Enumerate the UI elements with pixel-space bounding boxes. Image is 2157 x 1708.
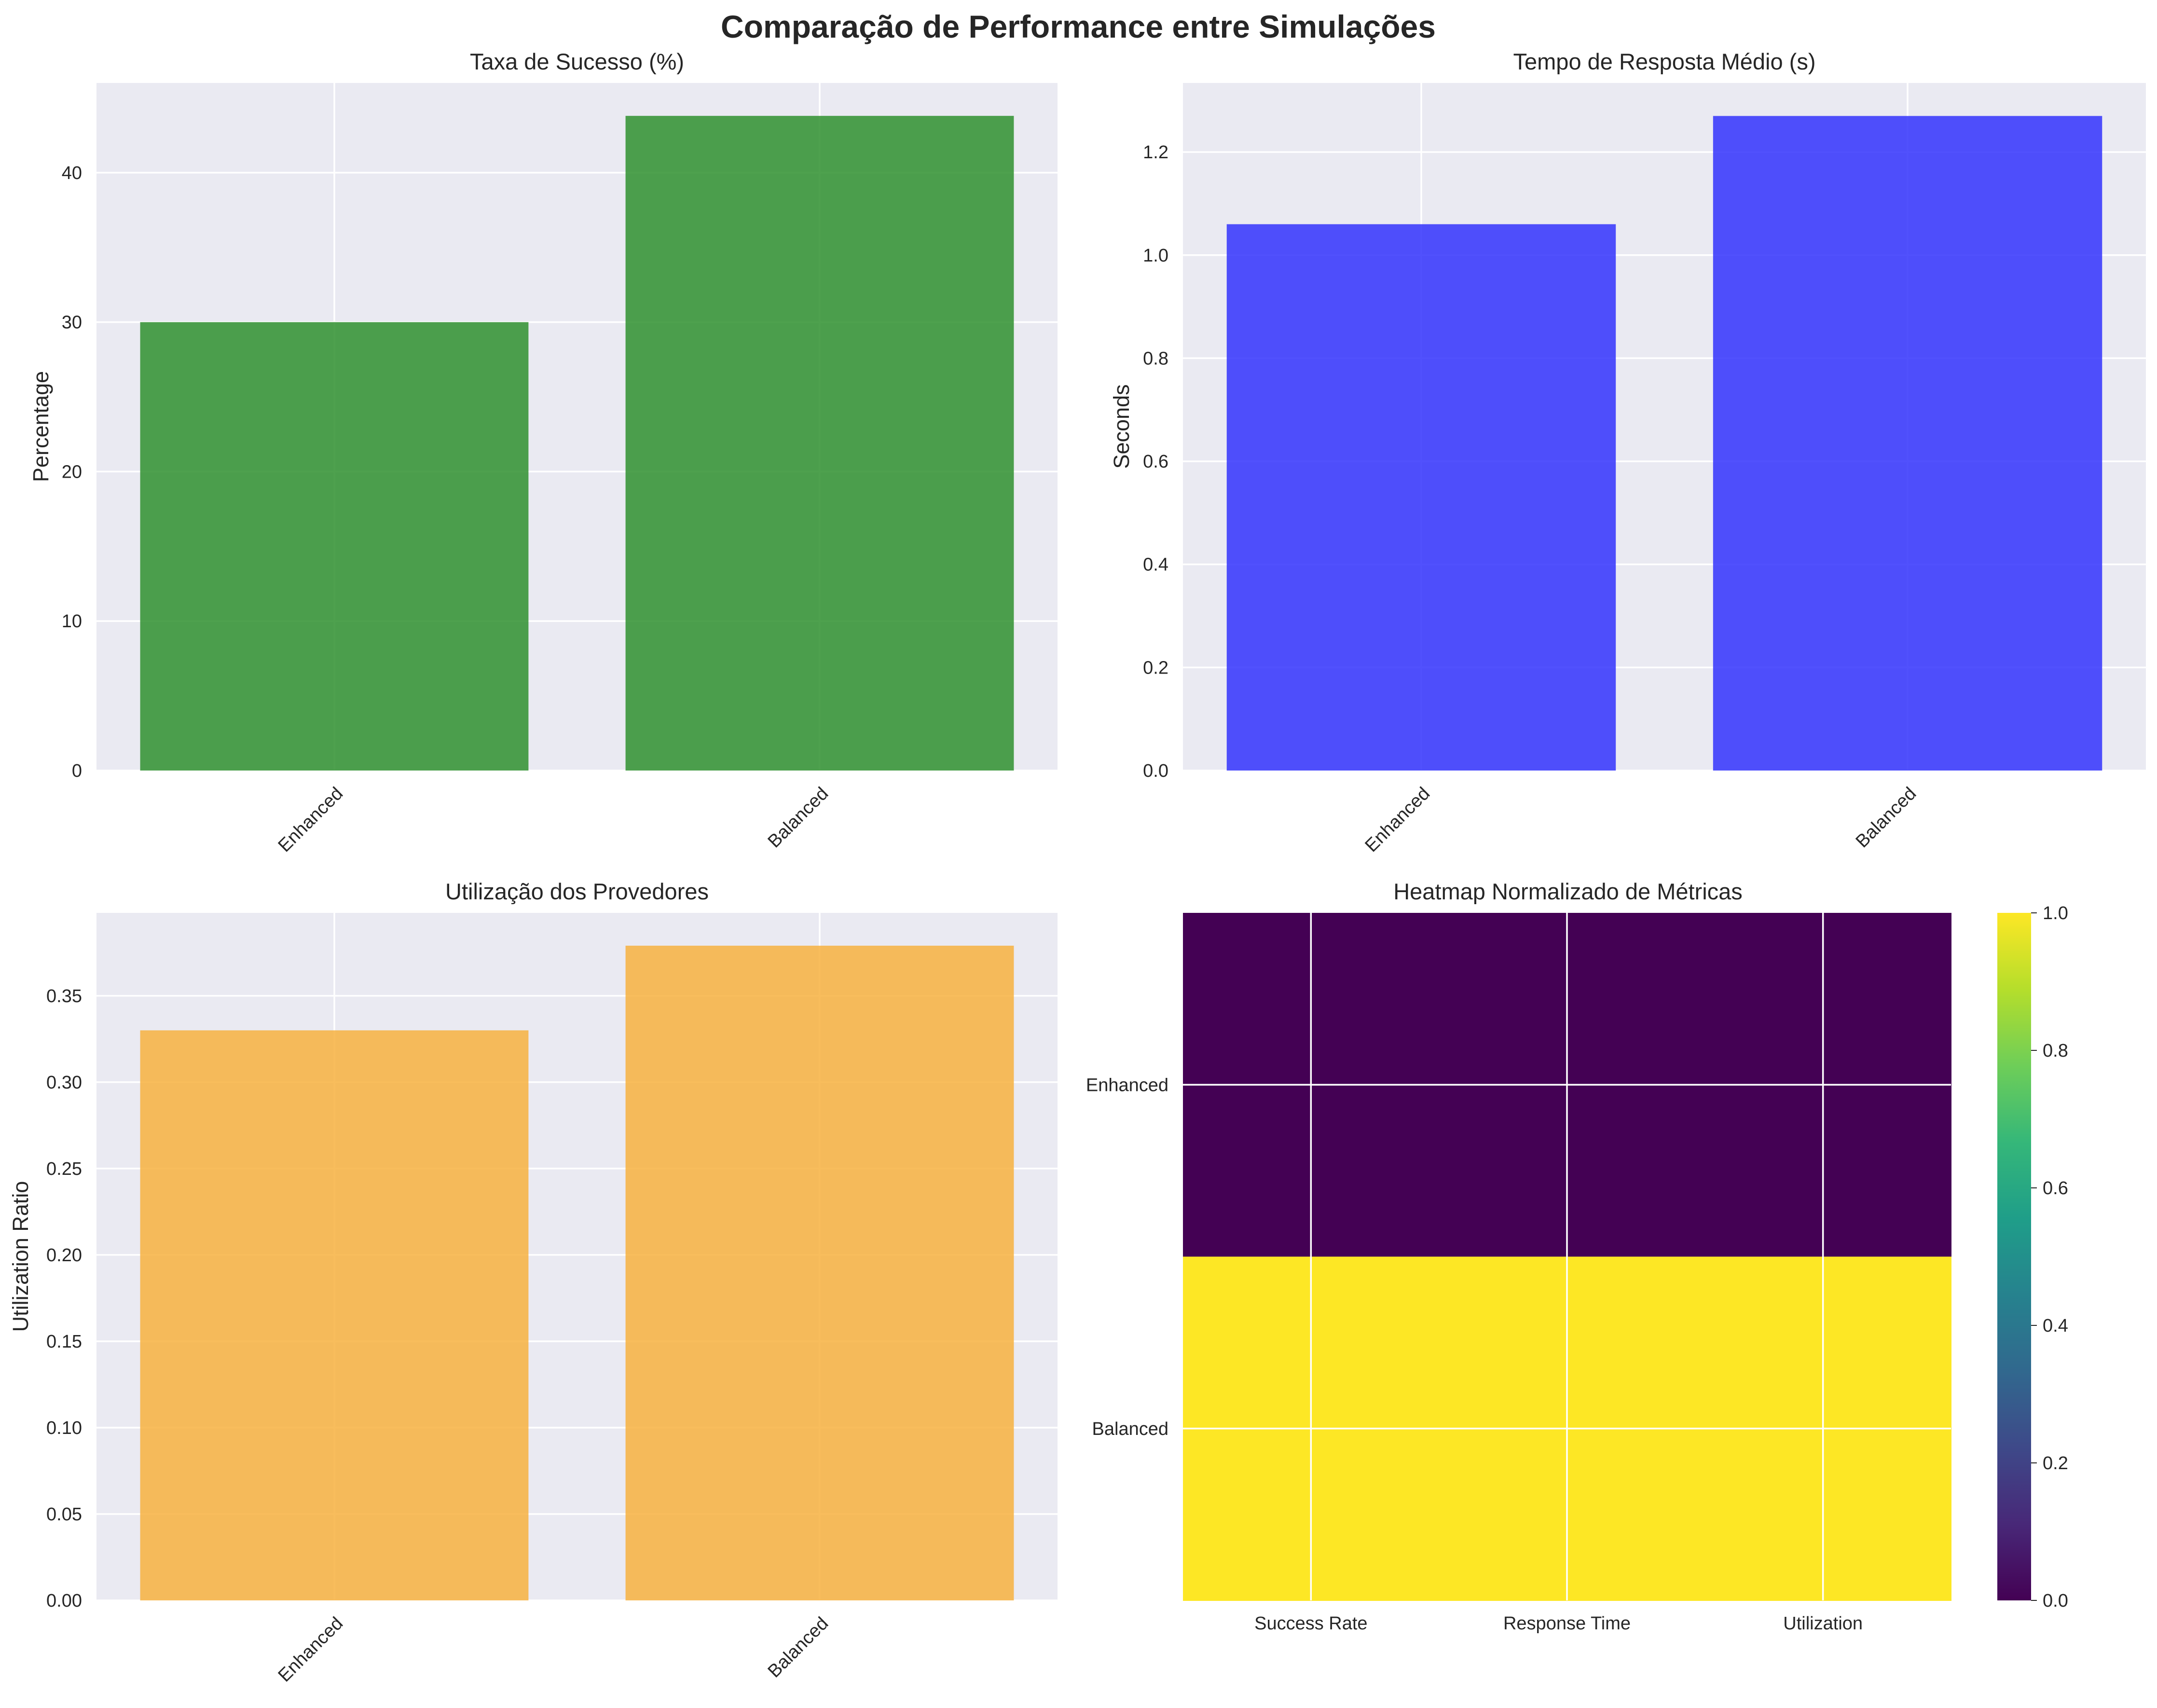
utilization-ytick-label: 0.25 bbox=[46, 1159, 82, 1179]
utilization-xtick-label: Enhanced bbox=[275, 1613, 347, 1686]
colorbar-tick-label: 1.0 bbox=[2043, 903, 2068, 923]
response-time-bar-balanced bbox=[1713, 116, 2102, 771]
response-time-xtick-label: Enhanced bbox=[1361, 784, 1434, 856]
heatmap-title: Heatmap Normalizado de Métricas bbox=[1393, 879, 1743, 904]
success-rate-title: Taxa de Sucesso (%) bbox=[470, 49, 684, 74]
response-time-ylabel: Seconds bbox=[1109, 384, 1134, 468]
success-rate-ytick-label: 40 bbox=[62, 163, 82, 183]
response-time-ytick-label: 0.2 bbox=[1143, 658, 1168, 678]
utilization-ytick-label: 0.10 bbox=[46, 1418, 82, 1438]
heatmap-xtick-label: Utilization bbox=[1783, 1613, 1863, 1634]
success-rate-bar-enhanced bbox=[140, 322, 529, 771]
utilization-bar-balanced bbox=[625, 946, 1014, 1600]
success-rate-bar-balanced bbox=[625, 116, 1014, 771]
heatmap-xtick-label: Response Time bbox=[1503, 1613, 1631, 1634]
utilization-ytick-label: 0.15 bbox=[46, 1332, 82, 1352]
colorbar-tick-label: 0.0 bbox=[2043, 1591, 2068, 1611]
response-time-title: Tempo de Resposta Médio (s) bbox=[1513, 49, 1816, 74]
utilization-panel: 0.00 0.05 0.10 0.15 0.20 0.25 0.30 0.35 Enhance… bbox=[8, 879, 1058, 1686]
heatmap-ytick-label: Balanced bbox=[1092, 1419, 1168, 1439]
response-time-bar-enhanced bbox=[1226, 224, 1616, 771]
heatmap-ytick-label: Enhanced bbox=[1086, 1075, 1168, 1095]
utilization-ytick-label: 0.05 bbox=[46, 1504, 82, 1525]
utilization-title: Utilização dos Provedores bbox=[445, 879, 709, 904]
heatmap-xtick-label: Success Rate bbox=[1254, 1613, 1367, 1634]
success-rate-xtick-label: Enhanced bbox=[275, 784, 347, 856]
success-rate-ytick-label: 10 bbox=[62, 611, 82, 632]
response-time-ytick-label: 0.4 bbox=[1143, 555, 1168, 575]
response-time-ytick-label: 1.2 bbox=[1143, 142, 1168, 163]
utilization-ytick-label: 0.00 bbox=[46, 1591, 82, 1611]
response-time-ytick-label: 0.8 bbox=[1143, 348, 1168, 369]
success-rate-ytick-label: 0 bbox=[72, 761, 82, 781]
colorbar bbox=[1997, 913, 2031, 1600]
success-rate-xtick-label: Balanced bbox=[764, 784, 833, 852]
utilization-ytick-label: 0.30 bbox=[46, 1073, 82, 1093]
response-time-panel: 0.0 0.2 0.4 0.6 0.8 1.0 1.2 Enhanced Balanced T… bbox=[1109, 49, 2146, 856]
colorbar-tick-label: 0.6 bbox=[2043, 1178, 2068, 1198]
heatmap-panel: Success Rate Response Time Utilization Enh… bbox=[1086, 879, 2068, 1634]
success-rate-ylabel: Percentage bbox=[28, 371, 53, 482]
utilization-ytick-label: 0.35 bbox=[46, 986, 82, 1006]
utilization-bar-enhanced bbox=[140, 1030, 529, 1600]
utilization-ytick-label: 0.20 bbox=[46, 1245, 82, 1266]
success-rate-panel: 0 10 20 30 40 Enhanced Balanced Taxa de Suces… bbox=[28, 49, 1058, 856]
colorbar-tick-label: 0.4 bbox=[2043, 1316, 2068, 1336]
figure-title: Comparação de Performance entre Simulaçõ… bbox=[721, 9, 1436, 44]
success-rate-ytick-label: 30 bbox=[62, 313, 82, 333]
response-time-ytick-label: 0.6 bbox=[1143, 452, 1168, 472]
response-time-ytick-label: 1.0 bbox=[1143, 246, 1168, 266]
colorbar-tick-label: 0.2 bbox=[2043, 1453, 2068, 1474]
response-time-xtick-label: Balanced bbox=[1852, 784, 1921, 852]
response-time-ytick-label: 0.0 bbox=[1143, 761, 1168, 781]
success-rate-ytick-label: 20 bbox=[62, 462, 82, 482]
utilization-xtick-label: Balanced bbox=[764, 1613, 833, 1682]
colorbar-tick-label: 0.8 bbox=[2043, 1041, 2068, 1061]
utilization-ylabel: Utilization Ratio bbox=[8, 1181, 33, 1332]
